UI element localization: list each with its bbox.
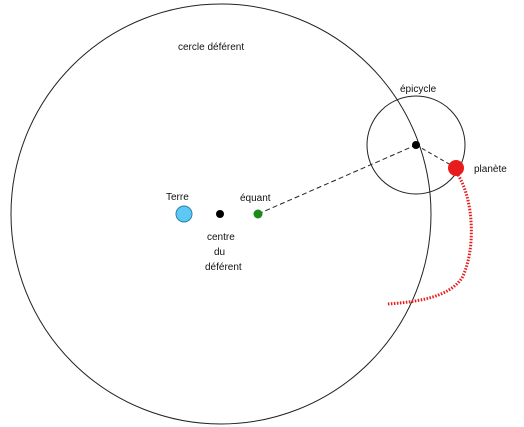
deferent-center-label-line2: du xyxy=(214,247,225,258)
deferent-center-label-line3: déférent xyxy=(205,262,242,273)
equant-to-epicycle-dashed-line xyxy=(257,144,417,215)
deferent-circle xyxy=(10,3,432,425)
deferent-center-label-line1: centre xyxy=(207,232,235,243)
epicycle-label: épicycle xyxy=(400,84,437,95)
planet-label: planète xyxy=(474,164,507,175)
deferent-label: cercle déférent xyxy=(178,42,244,53)
earth-point xyxy=(175,205,193,223)
planet-point xyxy=(448,160,464,176)
planet-trail xyxy=(386,174,473,306)
deferent-center-point xyxy=(216,210,224,218)
epicycle-circle xyxy=(366,95,466,195)
equant-label: équant xyxy=(240,193,271,204)
epicycle-center-point xyxy=(412,141,420,149)
earth-label: Terre xyxy=(166,192,189,203)
equant-point xyxy=(253,209,263,219)
